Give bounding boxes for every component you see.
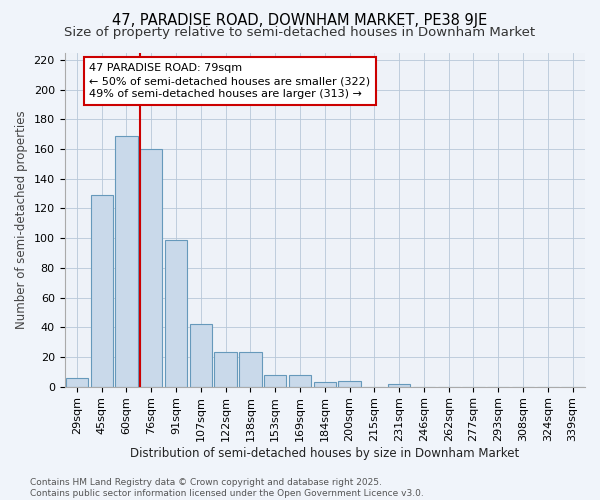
Bar <box>388 384 410 386</box>
Bar <box>91 195 113 386</box>
Bar <box>338 380 361 386</box>
Y-axis label: Number of semi-detached properties: Number of semi-detached properties <box>15 110 28 329</box>
X-axis label: Distribution of semi-detached houses by size in Downham Market: Distribution of semi-detached houses by … <box>130 447 520 460</box>
Bar <box>239 352 262 386</box>
Text: Size of property relative to semi-detached houses in Downham Market: Size of property relative to semi-detach… <box>64 26 536 39</box>
Bar <box>140 149 163 386</box>
Bar <box>115 136 137 386</box>
Text: 47 PARADISE ROAD: 79sqm
← 50% of semi-detached houses are smaller (322)
49% of s: 47 PARADISE ROAD: 79sqm ← 50% of semi-de… <box>89 63 370 100</box>
Text: Contains HM Land Registry data © Crown copyright and database right 2025.
Contai: Contains HM Land Registry data © Crown c… <box>30 478 424 498</box>
Bar <box>264 374 286 386</box>
Bar <box>214 352 237 386</box>
Bar <box>314 382 336 386</box>
Text: 47, PARADISE ROAD, DOWNHAM MARKET, PE38 9JE: 47, PARADISE ROAD, DOWNHAM MARKET, PE38 … <box>112 12 488 28</box>
Bar <box>66 378 88 386</box>
Bar <box>289 374 311 386</box>
Bar <box>190 324 212 386</box>
Bar <box>165 240 187 386</box>
